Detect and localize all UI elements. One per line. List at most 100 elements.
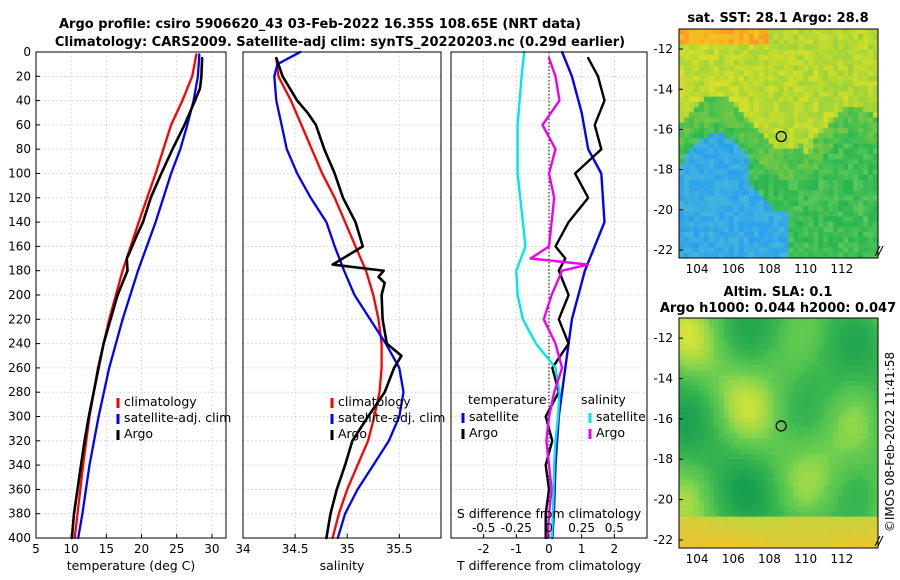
sla-map-cell (808, 438, 814, 444)
sla-map-cell (843, 506, 849, 512)
sst-map-cell (743, 127, 750, 134)
sla-map-cell (683, 537, 690, 544)
sla-map-cell (708, 438, 715, 444)
sst-map-cell (698, 226, 705, 233)
sla-map-cell (708, 537, 715, 544)
sla-map-cell (758, 469, 764, 476)
sst-map-cell (688, 231, 695, 238)
sst-map-cell (718, 143, 725, 150)
sla-map-cell (823, 490, 829, 497)
sst-map-cell (679, 148, 685, 155)
sst-map-cell (793, 55, 799, 61)
sla-map-cell (813, 318, 819, 324)
sla-map-cell (763, 365, 769, 371)
sst-map-cell (813, 221, 819, 228)
sla-map-cell (683, 516, 690, 523)
sst-map-cell (753, 221, 760, 228)
sla-map-cell (783, 506, 789, 512)
sst-map-cell (773, 34, 779, 40)
sst-map-cell (768, 153, 774, 160)
sst-map-cell (783, 75, 789, 82)
sla-map-cell (703, 511, 710, 518)
sst-map-cell (693, 75, 700, 82)
sst-map-cell (848, 143, 854, 150)
sla-map-cell (693, 500, 700, 507)
sla-map-cell (833, 323, 839, 329)
sla-map-cell (679, 500, 685, 507)
sst-map-cell (808, 133, 814, 139)
sla-map-cell (843, 537, 849, 544)
sla-map-cell (828, 396, 834, 403)
sst-map-cell (863, 247, 869, 254)
sst-map-cell (758, 49, 764, 56)
sla-map-cell (708, 474, 715, 481)
sst-map-cell (703, 242, 710, 248)
sst-map-cell (733, 101, 740, 108)
sst-map-cell (683, 138, 690, 144)
sst-map-cell (723, 159, 730, 165)
sst-map-cell (738, 221, 745, 228)
sst-map-cell (723, 29, 730, 35)
sla-map-cell (823, 338, 829, 345)
sla-map-cell (853, 433, 859, 439)
sla-map-cell (763, 443, 769, 450)
sla-map-cell (798, 506, 804, 512)
sla-map-cell (763, 344, 769, 350)
sla-map-cell (863, 412, 869, 418)
sst-map-cell (843, 159, 849, 165)
sst-map-cell (848, 169, 854, 176)
sst-map-cell (753, 112, 760, 118)
sla-map-cell (768, 338, 774, 345)
sla-map-cell (679, 359, 685, 366)
sst-map-cell (693, 81, 700, 87)
sst-map-cell (828, 159, 834, 165)
sla-map-cell (679, 333, 685, 340)
sst-map-cell (768, 44, 774, 51)
sla-map-cell (698, 344, 705, 350)
sst-map-cell (743, 91, 750, 98)
sla-map-cell (778, 453, 784, 460)
sla-map-cell (723, 521, 730, 528)
sla-map-cell (753, 521, 760, 528)
sla-map-cell (683, 474, 690, 481)
sla-map-cell (768, 506, 774, 512)
sla-map-cell (853, 406, 859, 413)
sla-map-cell (718, 354, 725, 361)
sst-map-cell (823, 247, 829, 254)
sst-map-cell (818, 44, 824, 51)
sst-map-cell (698, 195, 705, 202)
sst-map-cell (788, 138, 794, 144)
sla-map-cell (698, 542, 705, 549)
series-climatology (275, 56, 383, 540)
sla-map-cell (728, 412, 735, 418)
sla-map-cell (828, 412, 834, 418)
sst-map-cell (763, 127, 769, 134)
sla-map-cell (753, 516, 760, 523)
sst-map-cell (843, 190, 849, 196)
sst-map-cell (873, 70, 879, 77)
sst-map-cell (783, 101, 789, 108)
sst-map-cell (838, 143, 844, 150)
sst-map-cell (818, 138, 824, 144)
sla-map-cell (758, 453, 764, 460)
sst-map-cell (828, 55, 834, 61)
sla-map-cell (693, 469, 700, 476)
sst-map-cell (703, 190, 710, 196)
sst-map-cell (703, 34, 710, 40)
sla-map-cell (863, 417, 869, 423)
sla-map-cell (693, 391, 700, 397)
sla-map-cell (743, 333, 750, 340)
sst-map-cell (793, 70, 799, 77)
sst-map-cell (743, 107, 750, 113)
sst-map-cell (798, 237, 804, 243)
sst-map-cell (793, 159, 799, 165)
sla-map-cell (778, 464, 784, 470)
sst-map-cell (728, 148, 735, 155)
sst-map-cell (813, 226, 819, 233)
sst-map-cell (703, 96, 710, 103)
sla-map-cell (773, 359, 779, 366)
sla-map-cell (743, 500, 750, 507)
sst-map-cell (818, 252, 824, 259)
sla-map-cell (823, 417, 829, 423)
sla-map-cell (738, 490, 745, 497)
